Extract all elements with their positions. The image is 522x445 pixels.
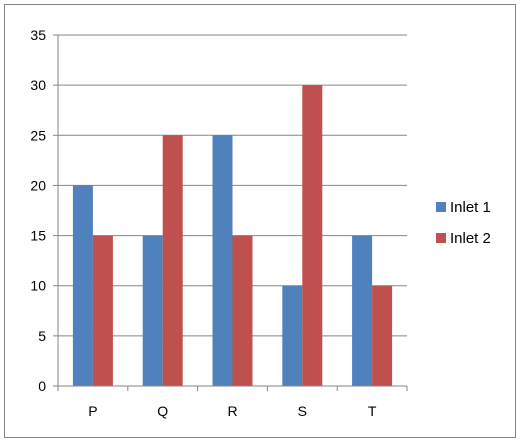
bar-inlet-1-s <box>282 285 303 386</box>
legend-swatch-inlet-2 <box>436 233 446 243</box>
x-tick-label: S <box>298 403 307 419</box>
bar-inlet-1-t <box>352 235 373 386</box>
y-tick-label: 30 <box>30 77 46 93</box>
x-tick-label: Q <box>157 403 168 419</box>
bar-inlet-2-p <box>92 235 113 386</box>
bar-inlet-2-s <box>302 85 323 387</box>
bar-inlet-2-r <box>232 235 253 386</box>
bar-inlet-1-r <box>212 135 233 386</box>
bar-inlet-2-q <box>162 135 183 386</box>
bar-inlet-2-t <box>372 285 393 386</box>
y-tick-label: 20 <box>30 177 46 193</box>
y-tick-label: 25 <box>30 127 46 143</box>
axes <box>53 34 408 391</box>
y-tick-label: 10 <box>30 278 46 294</box>
y-tick-label: 15 <box>30 228 46 244</box>
legend-label-inlet-1: Inlet 1 <box>450 199 491 216</box>
bar-inlet-1-q <box>142 235 163 386</box>
legend-label-inlet-2: Inlet 2 <box>450 230 491 247</box>
y-tick-label: 0 <box>38 378 46 394</box>
x-tick-label: T <box>368 403 377 419</box>
legend: Inlet 1 Inlet 2 <box>436 199 491 247</box>
x-tick-label: P <box>88 403 97 419</box>
y-tick-label: 35 <box>30 27 46 43</box>
y-tick-label: 5 <box>38 328 46 344</box>
bars <box>72 85 393 387</box>
bar-inlet-1-p <box>72 185 93 386</box>
x-tick-labels: P Q R S T <box>88 403 377 419</box>
x-tick-label: R <box>227 403 237 419</box>
y-tick-labels: 0 5 10 15 20 25 30 35 <box>30 27 46 394</box>
legend-swatch-inlet-1 <box>436 202 446 212</box>
